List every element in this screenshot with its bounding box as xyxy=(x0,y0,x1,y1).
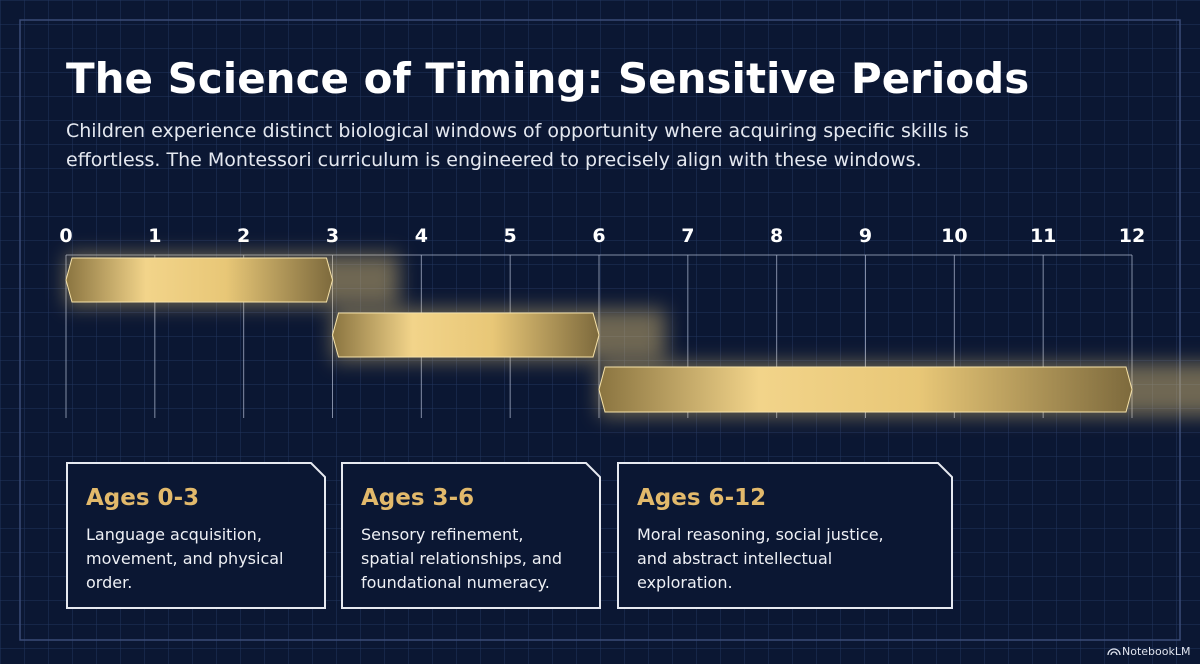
card xyxy=(617,462,953,609)
card-text: movement, and physical xyxy=(86,549,283,568)
cards: Ages 0-3 Language acquisition, movement, a… xyxy=(66,462,953,609)
x-tick-label: 6 xyxy=(592,225,605,247)
card-text: spatial relationships, and xyxy=(361,549,562,568)
x-tick-label: 12 xyxy=(1119,225,1145,247)
x-tick-label: 5 xyxy=(504,225,517,247)
bar xyxy=(598,366,1133,413)
card-title: Ages 3-6 xyxy=(361,485,474,511)
x-tick-label: 4 xyxy=(415,225,428,247)
card-text: order. xyxy=(86,573,132,592)
card-text: Sensory refinement, xyxy=(361,525,523,544)
card-text: Moral reasoning, social justice, xyxy=(637,525,884,544)
x-tick-label: 1 xyxy=(148,225,161,247)
x-tick-label: 8 xyxy=(770,225,783,247)
subtitle-line: Children experience distinct biological … xyxy=(66,120,969,142)
card-text: exploration. xyxy=(637,573,733,592)
x-tick-label: 0 xyxy=(59,225,72,247)
chart: 0 1 2 3 4 5 6 7 8 9 10 11 12 xyxy=(59,225,1200,418)
title: The Science of Timing: Sensitive Periods xyxy=(66,54,1029,103)
frame xyxy=(19,19,1181,641)
brand-icon xyxy=(1107,648,1121,656)
card xyxy=(341,462,601,609)
card-title: Ages 6-12 xyxy=(637,485,766,511)
bar xyxy=(65,257,334,303)
brand: NotebookLM xyxy=(1122,645,1190,658)
x-tick-label: 10 xyxy=(941,225,967,247)
card xyxy=(66,462,326,609)
bar xyxy=(331,312,600,358)
x-tick-label: 9 xyxy=(859,225,872,247)
x-tick-label: 7 xyxy=(681,225,694,247)
x-tick-label: 3 xyxy=(326,225,339,247)
card-title: Ages 0-3 xyxy=(86,485,199,511)
x-tick-label: 2 xyxy=(237,225,250,247)
card-text: and abstract intellectual xyxy=(637,549,832,568)
subtitle-line: effortless. The Montessori curriculum is… xyxy=(66,149,922,171)
x-tick-label: 11 xyxy=(1030,225,1056,247)
card-text: Language acquisition, xyxy=(86,525,262,544)
card-text: foundational numeracy. xyxy=(361,573,550,592)
